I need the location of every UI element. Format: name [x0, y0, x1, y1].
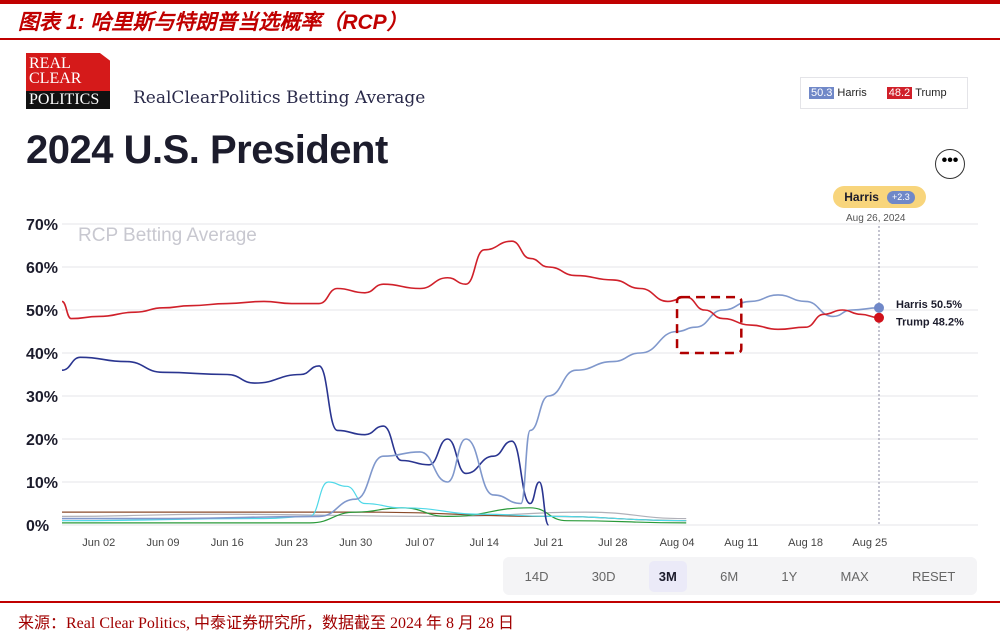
x-tick-label: Jun 16: [211, 537, 244, 549]
range-button-1y[interactable]: 1Y: [781, 568, 798, 584]
y-tick-label: 70%: [26, 217, 58, 234]
hover-value-label: Harris 50.5%: [896, 299, 962, 311]
x-tick-label: Jun 02: [82, 537, 115, 549]
hover-leader-pill: Harris +2.3: [833, 186, 926, 208]
x-tick-label: Jul 14: [470, 537, 499, 549]
figure-title: 图表 1: 哈里斯与特朗普当选概率（RCP）: [18, 11, 408, 34]
range-button-30d[interactable]: 30D: [591, 568, 616, 584]
x-tick-label: Aug 18: [788, 537, 823, 549]
watermark: RCP Betting Average: [78, 225, 257, 246]
y-tick-label: 10%: [26, 475, 58, 492]
harris-end-marker: [874, 302, 884, 313]
bottom-rule: [0, 601, 1000, 603]
rcp-logo: REAL CLEAR POLITICS: [26, 53, 110, 109]
y-tick-label: 20%: [26, 432, 58, 449]
x-tick-label: Jul 21: [534, 537, 563, 549]
y-tick-label: 0%: [26, 518, 49, 535]
x-tick-label: Jul 28: [598, 537, 627, 549]
x-tick-label: Jun 09: [146, 537, 179, 549]
legend: 50.3 Harris 48.2 Trump: [800, 77, 968, 109]
series-line-trump: [61, 240, 880, 331]
series-line-harris: [62, 294, 880, 520]
hover-date: Aug 26, 2024: [846, 213, 906, 224]
x-tick-label: Aug 04: [660, 537, 695, 549]
y-tick-label: 60%: [26, 260, 58, 277]
series-line-other: [61, 511, 687, 520]
y-tick-label: 30%: [26, 389, 58, 406]
x-tick-label: Aug 25: [852, 537, 887, 549]
legend-item-harris[interactable]: 50.3 Harris: [809, 87, 867, 99]
x-tick-label: Aug 11: [724, 537, 758, 549]
range-selector: 14D 30D 3M 6M 1Y MAX RESET: [503, 557, 977, 595]
top-rule: [0, 0, 1000, 4]
series-line-other: [61, 507, 687, 524]
y-tick-label: 50%: [26, 303, 58, 320]
more-options-button[interactable]: •••: [935, 149, 965, 179]
range-button-max[interactable]: MAX: [840, 568, 869, 584]
x-tick-label: Jun 30: [339, 537, 372, 549]
chart-subtitle: RealClearPolitics Betting Average: [133, 88, 426, 108]
hover-value-label: Trump 48.2%: [896, 317, 964, 329]
trump-end-marker: [874, 312, 884, 323]
series-line-other: [61, 481, 687, 522]
source-note: 来源：Real Clear Politics, 中泰证券研究所，数据截至 202…: [18, 615, 514, 632]
range-button-6m[interactable]: 6M: [720, 568, 739, 584]
page-title: 2024 U.S. President: [26, 128, 388, 172]
legend-item-trump[interactable]: 48.2 Trump: [886, 87, 947, 99]
y-tick-label: 40%: [26, 346, 58, 363]
series-line-biden: [61, 356, 550, 526]
x-tick-label: Jun 23: [275, 537, 308, 549]
annotation-dashed-box: [675, 295, 743, 355]
title-rule: [0, 38, 1000, 40]
range-button-3m[interactable]: 3M: [648, 560, 687, 592]
x-tick-label: Jul 07: [405, 537, 434, 549]
range-button-reset[interactable]: RESET: [911, 568, 956, 584]
range-button-14d[interactable]: 14D: [524, 568, 549, 584]
